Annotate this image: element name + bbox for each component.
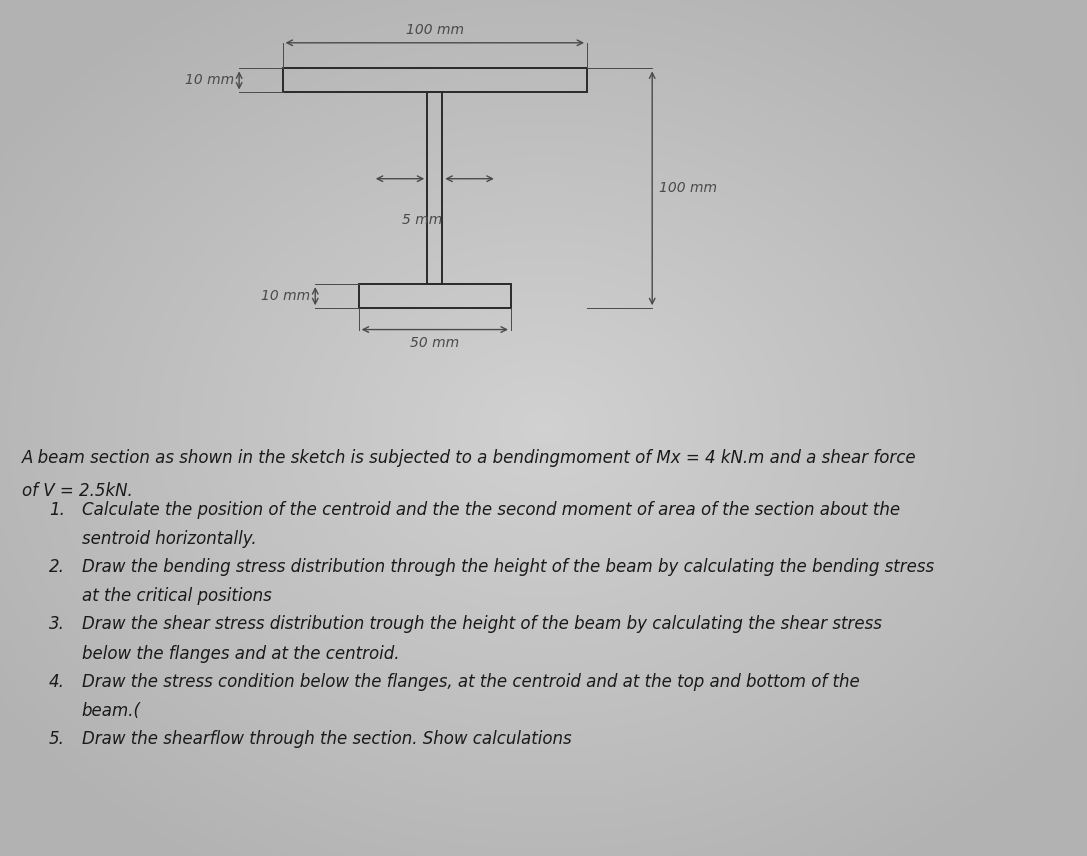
Text: 2.: 2. [49, 558, 65, 576]
Text: 10 mm: 10 mm [185, 74, 234, 87]
Text: sentroid horizontally.: sentroid horizontally. [82, 530, 257, 548]
Text: 100 mm: 100 mm [659, 181, 716, 195]
Text: A beam section as shown in the sketch is subjected to a bendingmoment of Mx = 4 : A beam section as shown in the sketch is… [22, 449, 916, 467]
Bar [427, 92, 442, 284]
Text: beam.(: beam.( [82, 702, 140, 720]
Bar [359, 284, 511, 308]
Text: Calculate the position of the centroid and the the second moment of area of the : Calculate the position of the centroid a… [82, 501, 900, 519]
Text: 3.: 3. [49, 615, 65, 633]
Text: Draw the shearflow through the section. Show calculations: Draw the shearflow through the section. … [82, 730, 571, 748]
Text: 4.: 4. [49, 673, 65, 691]
Text: 10 mm: 10 mm [261, 289, 310, 303]
Text: below the flanges and at the centroid.: below the flanges and at the centroid. [82, 645, 399, 663]
Text: 100 mm: 100 mm [405, 23, 464, 37]
Bar [283, 68, 587, 92]
Text: 50 mm: 50 mm [410, 336, 460, 349]
Text: 1.: 1. [49, 501, 65, 519]
Text: 5.: 5. [49, 730, 65, 748]
Text: at the critical positions: at the critical positions [82, 587, 272, 605]
Text: Draw the bending stress distribution through the height of the beam by calculati: Draw the bending stress distribution thr… [82, 558, 934, 576]
Text: of V = 2.5kN.: of V = 2.5kN. [22, 482, 133, 500]
Text: 5 mm: 5 mm [401, 213, 442, 227]
Text: Draw the stress condition below the flanges, at the centroid and at the top and : Draw the stress condition below the flan… [82, 673, 860, 691]
Text: Draw the shear stress distribution trough the height of the beam by calculating : Draw the shear stress distribution troug… [82, 615, 882, 633]
